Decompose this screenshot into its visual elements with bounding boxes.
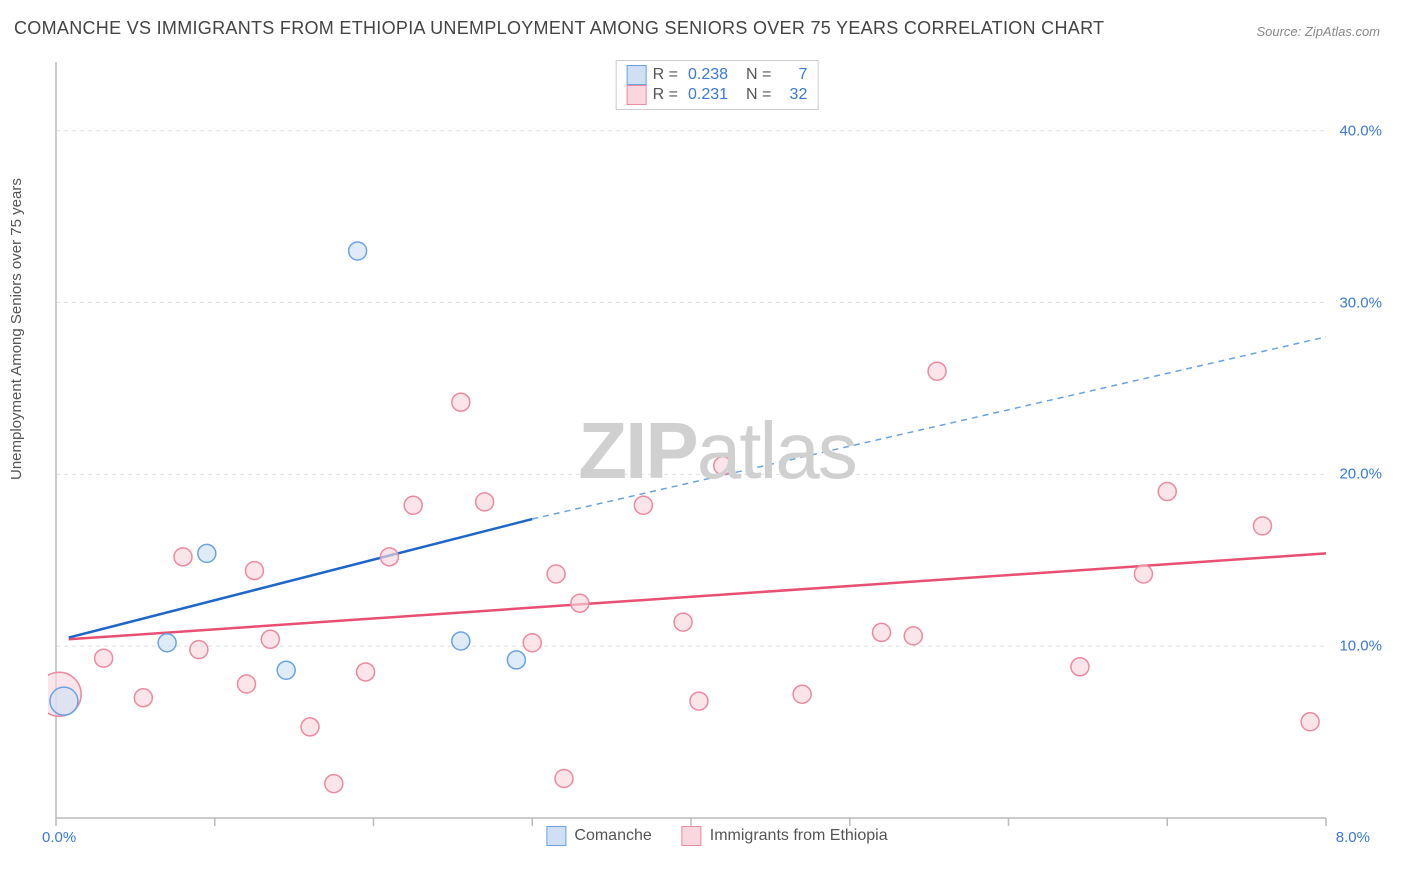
- y-axis-label: Unemployment Among Seniors over 75 years: [8, 178, 25, 480]
- y-tick-label: 10.0%: [1339, 638, 1382, 655]
- legend-row-series2: R =0.231 N =32: [627, 85, 808, 105]
- legend-item-series1: Comanche: [546, 826, 651, 846]
- y-tick-label: 30.0%: [1339, 294, 1382, 311]
- source-attribution: Source: ZipAtlas.com: [1256, 24, 1380, 39]
- correlation-legend: R =0.238 N =7 R =0.231 N =32: [616, 60, 819, 110]
- x-tick-min: 0.0%: [42, 829, 76, 846]
- legend-row-series1: R =0.238 N =7: [627, 65, 808, 85]
- scatter-chart: [48, 56, 1386, 846]
- plot-area: ZIPatlas R =0.238 N =7 R =0.231 N =32 Co…: [48, 56, 1386, 846]
- legend-item-series2: Immigrants from Ethiopia: [682, 826, 888, 846]
- y-tick-label: 20.0%: [1339, 466, 1382, 483]
- chart-title: COMANCHE VS IMMIGRANTS FROM ETHIOPIA UNE…: [14, 18, 1104, 39]
- x-tick-max: 8.0%: [1336, 829, 1370, 846]
- series-legend: Comanche Immigrants from Ethiopia: [546, 826, 887, 846]
- y-tick-label: 40.0%: [1339, 122, 1382, 139]
